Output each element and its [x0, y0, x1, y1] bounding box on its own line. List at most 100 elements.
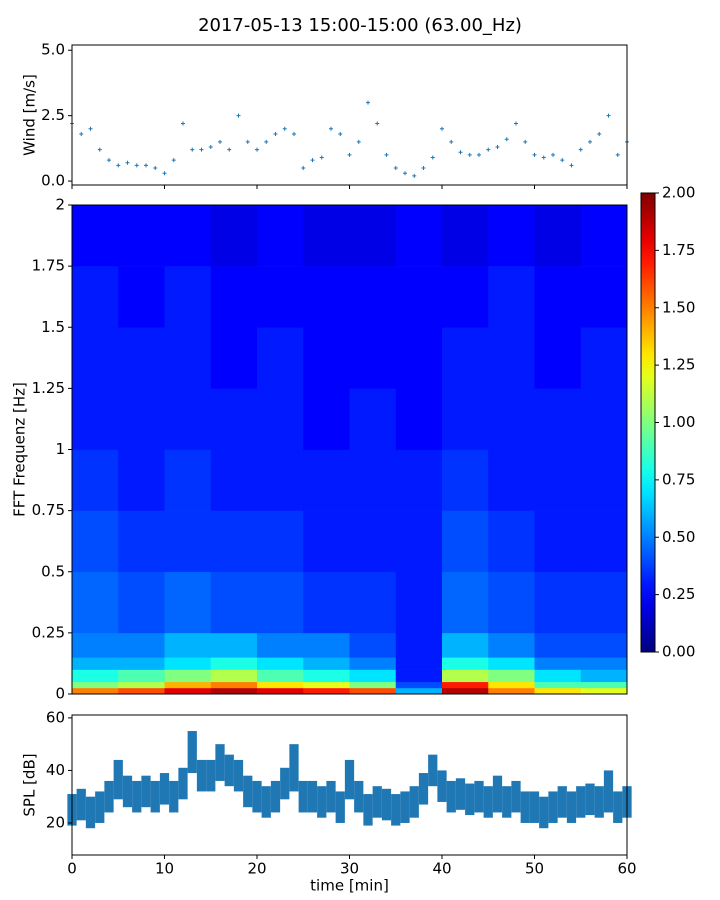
- heat-cell: [118, 571, 165, 634]
- heat-cell: [534, 681, 582, 689]
- spl-band: [585, 783, 595, 816]
- heat-cell: [349, 205, 397, 267]
- heat-cell: [580, 205, 628, 267]
- heat-cell: [118, 681, 165, 689]
- wind-point: [615, 152, 620, 157]
- heat-cell: [164, 669, 212, 683]
- wind-point: [218, 139, 222, 144]
- heat-cell: [118, 669, 165, 683]
- spl-band: [603, 770, 614, 813]
- heat-cell: [164, 571, 212, 634]
- wind-point: [430, 155, 435, 160]
- heat-cell: [488, 687, 535, 695]
- spl-band: [455, 778, 466, 810]
- wind-point: [458, 150, 463, 155]
- heat-cell: [349, 510, 397, 573]
- spl-band: [187, 731, 197, 774]
- spl-band: [548, 791, 558, 823]
- spl-band: [215, 744, 225, 781]
- heat-cell: [303, 449, 350, 511]
- spl-band: [576, 786, 586, 818]
- wind-point: [578, 147, 583, 152]
- wind-point: [190, 147, 195, 152]
- x-tick-label: 20: [247, 860, 266, 878]
- y-tick-label: 40: [46, 761, 65, 779]
- spl-band: [529, 791, 540, 823]
- heat-cell: [257, 632, 304, 658]
- y-axis-label: SPL [dB]: [21, 753, 39, 816]
- heat-cell: [488, 388, 535, 450]
- wind-point: [338, 131, 343, 136]
- y-tick-label: 1: [55, 440, 65, 458]
- spl-band: [270, 780, 281, 813]
- y-axis-label: Wind [m/s]: [21, 74, 39, 156]
- heat-cell: [164, 632, 212, 658]
- y-tick-label: 0.0: [41, 172, 65, 190]
- y-tick-label: 20: [46, 813, 65, 831]
- heat-cell: [72, 657, 119, 670]
- heat-cell: [442, 571, 489, 634]
- heat-cell: [488, 657, 535, 670]
- spl-band: [418, 773, 429, 805]
- colorbar-tick-label: 2.00: [662, 184, 695, 202]
- spl-band: [178, 767, 188, 800]
- heat-cell: [257, 681, 304, 689]
- y-tick-label: 0.5: [41, 562, 65, 580]
- heat-cell: [349, 632, 397, 658]
- heat-cell: [395, 388, 443, 450]
- spl-band: [465, 783, 475, 816]
- spl-band: [233, 759, 244, 792]
- heat-cell: [210, 571, 258, 634]
- figure-title: 2017-05-13 15:00-15:00 (63.00_Hz): [198, 15, 522, 36]
- wind-point: [486, 147, 491, 152]
- wind-point: [467, 152, 472, 157]
- heat-cell: [349, 669, 397, 683]
- heat-cell: [257, 205, 304, 267]
- heat-cell: [210, 205, 258, 267]
- heat-cell: [580, 266, 628, 328]
- heat-cell: [349, 266, 397, 328]
- spl-band: [613, 791, 623, 823]
- heat-cell: [580, 657, 628, 670]
- heat-cell: [349, 687, 397, 695]
- x-tick-label: 30: [340, 860, 359, 878]
- wind-point: [384, 152, 389, 157]
- y-tick-label: 60: [46, 708, 65, 726]
- heat-cell: [257, 510, 304, 573]
- wind-point: [366, 100, 370, 105]
- plot-frame: [71, 44, 628, 186]
- spl-band: [437, 770, 447, 802]
- heat-cell: [442, 687, 489, 695]
- heat-cell: [442, 669, 489, 683]
- wind-point: [588, 139, 592, 144]
- heat-cell: [442, 205, 489, 267]
- wind-point: [532, 152, 537, 157]
- heat-cell: [442, 327, 489, 389]
- wind-point: [245, 139, 250, 144]
- spl-band: [113, 759, 123, 800]
- heat-cell: [534, 669, 582, 683]
- x-tick-label: 40: [432, 860, 451, 878]
- colorbar-tick-label: 0.25: [662, 585, 695, 603]
- wind-point: [134, 163, 139, 168]
- y-tick-label: 2: [55, 196, 65, 214]
- spl-band: [354, 780, 364, 813]
- heat-cell: [303, 388, 350, 450]
- heat-cell: [72, 571, 119, 634]
- heat-cell: [72, 205, 119, 267]
- heat-cell: [257, 687, 304, 695]
- spl-band: [428, 754, 438, 787]
- spl-band: [196, 759, 207, 792]
- heat-cell: [164, 266, 212, 328]
- heat-cell: [118, 449, 165, 511]
- heat-cell: [72, 327, 119, 389]
- heat-cell: [488, 632, 535, 658]
- heat-cell: [303, 327, 350, 389]
- colorbar-tick-label: 0.75: [662, 470, 695, 488]
- spl-band: [557, 786, 567, 818]
- heat-cell: [488, 205, 535, 267]
- heat-cell: [395, 327, 443, 389]
- wind-point: [569, 163, 574, 168]
- spl-band: [594, 786, 604, 818]
- spl-band: [446, 780, 456, 813]
